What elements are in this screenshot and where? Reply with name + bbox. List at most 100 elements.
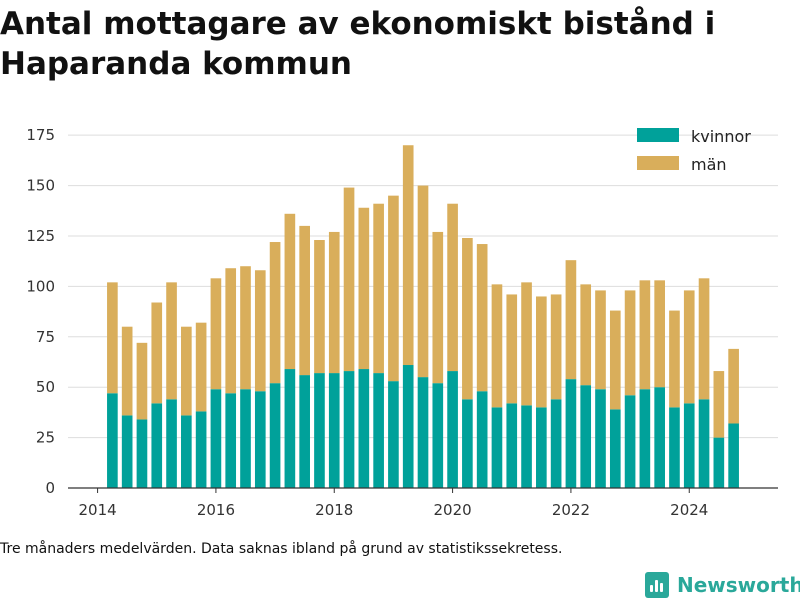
bar-kvinnor (462, 399, 473, 488)
brand[interactable]: Newsworthy (645, 570, 800, 600)
bar-man (225, 268, 237, 394)
y-tick-label: 175 (26, 126, 55, 144)
bar-man (698, 278, 710, 400)
bar-kvinnor (521, 405, 532, 488)
bar-man (358, 207, 370, 370)
y-tick-label: 75 (36, 328, 55, 346)
bar-man (195, 322, 207, 412)
bar-man (373, 203, 384, 374)
bar-man (121, 326, 133, 416)
bar-man (432, 231, 444, 384)
x-tick-label: 2022 (552, 501, 590, 519)
bar-kvinnor (669, 407, 680, 488)
bar-man (388, 195, 399, 382)
bar-man (491, 284, 503, 408)
bar-man (166, 282, 177, 400)
bar-kvinnor (284, 369, 296, 488)
y-tick-label: 50 (36, 378, 55, 396)
x-tick-label: 2020 (433, 501, 471, 519)
bar-man (669, 310, 680, 408)
bar-man (210, 278, 222, 390)
bar-man (580, 284, 592, 386)
bar-kvinnor (580, 385, 592, 488)
bar-kvinnor (151, 403, 163, 488)
x-tick-label: 2014 (78, 501, 116, 519)
bar-kvinnor (358, 369, 370, 488)
bar-man (417, 185, 429, 378)
bar-man (536, 296, 547, 408)
y-tick-label: 25 (36, 429, 55, 447)
bar-kvinnor (402, 365, 414, 488)
bar-man (284, 213, 296, 370)
x-tick-label: 2016 (197, 501, 235, 519)
legend-swatch-man (637, 156, 679, 170)
bar-kvinnor (343, 371, 355, 488)
bar-man (240, 266, 251, 390)
bar-kvinnor (713, 437, 725, 488)
bar-kvinnor (299, 375, 310, 488)
bar-kvinnor (728, 423, 739, 488)
bar-kvinnor (565, 379, 577, 488)
bar-man (595, 290, 606, 390)
bar-kvinnor (698, 399, 710, 488)
bar-kvinnor (166, 399, 177, 488)
chart-title: Antal mottagare av ekonomiskt bistånd i … (0, 6, 716, 82)
bar-man (683, 290, 695, 404)
bar-kvinnor (447, 371, 458, 488)
bar-man (639, 280, 651, 390)
bar-kvinnor (225, 393, 237, 488)
bar-kvinnor (550, 399, 562, 488)
legend-swatch-kvinnor (637, 128, 679, 142)
axes: 0 25 50 75 100 125 150 175 2014 2016 2018 2020 2022 2… (26, 126, 778, 519)
bar-kvinnor (181, 415, 192, 488)
bar-kvinnor (269, 383, 281, 488)
bar-kvinnor (639, 389, 651, 488)
bar-kvinnor (624, 395, 636, 488)
bar-man (181, 326, 192, 416)
bar-man (269, 242, 281, 384)
bar-kvinnor (388, 381, 399, 488)
bar-man (107, 282, 118, 394)
bar-man (447, 203, 458, 372)
chart-canvas: 0 25 50 75 100 125 150 175 2014 2016 2018 2020 2022 2… (26, 126, 778, 519)
bar-kvinnor (476, 391, 488, 488)
brand-name: Newsworthy (677, 573, 800, 597)
bar-kvinnor (240, 389, 251, 488)
x-tick-label: 2018 (315, 501, 353, 519)
bar-kvinnor (683, 403, 695, 488)
y-tick-label: 100 (26, 277, 55, 295)
bar-kvinnor (417, 377, 429, 488)
y-tick-label: 0 (45, 479, 55, 497)
bar-kvinnor (506, 403, 518, 488)
bar-man (402, 145, 414, 366)
bar-kvinnor (654, 387, 665, 488)
bar-man (713, 371, 725, 438)
bar-kvinnor (595, 389, 606, 488)
bar-kvinnor (314, 373, 325, 488)
legend-label-kvinnor: kvinnor (691, 127, 751, 146)
bar-series (107, 145, 739, 488)
bar-kvinnor (121, 415, 133, 488)
bar-man (550, 294, 562, 400)
bar-man (521, 282, 532, 406)
legend-label-man: män (691, 155, 727, 174)
bar-kvinnor (210, 389, 222, 488)
bar-kvinnor (254, 391, 266, 488)
bar-kvinnor (328, 373, 340, 488)
newsworthy-logo-icon (645, 572, 669, 598)
bar-man (299, 225, 310, 376)
bar-man (136, 342, 148, 420)
bar-man (476, 244, 488, 392)
y-tick-label: 125 (26, 227, 55, 245)
bar-kvinnor (136, 419, 148, 488)
bar-kvinnor (491, 407, 503, 488)
bar-man (343, 187, 355, 372)
bar-kvinnor (432, 383, 444, 488)
bar-man (254, 270, 266, 392)
bar-man (565, 260, 577, 380)
bar-man (654, 280, 665, 388)
legend: kvinnor män (637, 127, 751, 174)
x-tick-label: 2024 (670, 501, 708, 519)
bar-kvinnor (107, 393, 118, 488)
bar-man (151, 302, 163, 404)
